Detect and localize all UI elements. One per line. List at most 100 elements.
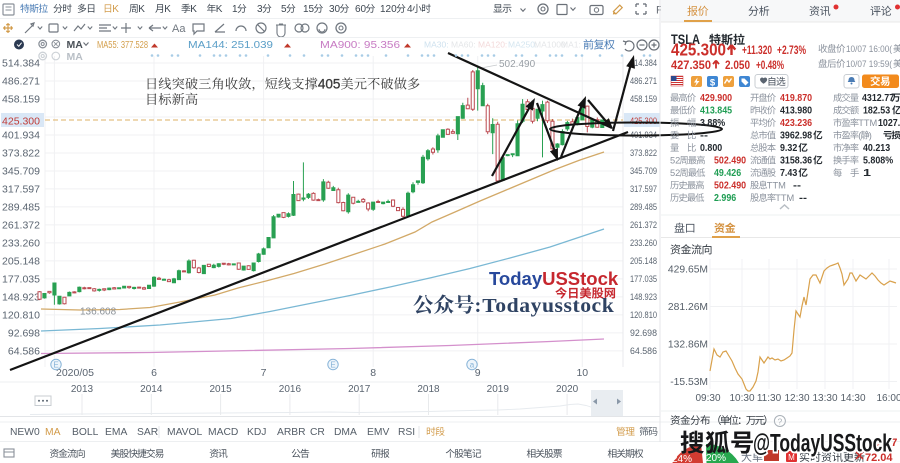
- svg-text:373.822: 373.822: [630, 148, 657, 158]
- svg-text:EMV: EMV: [367, 427, 389, 438]
- svg-text:7: 7: [261, 367, 267, 379]
- svg-text:K: K: [112, 4, 119, 15]
- svg-text:TTM: TTM: [858, 118, 877, 128]
- svg-text:413.845: 413.845: [700, 106, 732, 117]
- svg-text:120.810: 120.810: [630, 310, 657, 320]
- svg-text:Todayusstock: Todayusstock: [482, 295, 614, 317]
- svg-text:261.372: 261.372: [630, 220, 657, 230]
- svg-text:345.709: 345.709: [630, 166, 657, 176]
- svg-text:429.65M: 429.65M: [668, 265, 708, 276]
- svg-text:0.800: 0.800: [700, 143, 722, 154]
- svg-text:3: 3: [257, 4, 263, 15]
- svg-text:514.384: 514.384: [2, 58, 40, 70]
- svg-text:MA120:: MA120:: [478, 40, 507, 50]
- svg-text:2017: 2017: [348, 384, 371, 395]
- svg-text:345.709: 345.709: [2, 166, 40, 178]
- svg-text:7.43: 7.43: [780, 168, 798, 179]
- svg-text:MA1000:: MA1000:: [534, 40, 568, 50]
- svg-text:177.035: 177.035: [630, 274, 657, 284]
- svg-text:MA: MA: [67, 51, 84, 63]
- svg-text:373.822: 373.822: [2, 148, 40, 160]
- svg-text:MA: MA: [67, 39, 84, 51]
- svg-text:3158.36: 3158.36: [780, 156, 812, 167]
- svg-text:$: $: [710, 78, 716, 89]
- svg-text:24%: 24%: [672, 454, 692, 463]
- svg-text:K: K: [190, 4, 197, 15]
- svg-text:a: a: [470, 361, 475, 370]
- svg-text:120.810: 120.810: [2, 309, 40, 321]
- svg-text:2013: 2013: [71, 384, 94, 395]
- svg-text:K: K: [216, 4, 223, 15]
- svg-text:233.260: 233.260: [2, 237, 40, 249]
- svg-text:261.372: 261.372: [2, 219, 40, 231]
- svg-text:2.996: 2.996: [714, 193, 736, 204]
- svg-text:13:30: 13:30: [812, 393, 837, 404]
- svg-text:NEW0: NEW0: [10, 427, 40, 438]
- svg-text:MA: MA: [45, 427, 61, 438]
- svg-text:177.035: 177.035: [2, 273, 40, 285]
- svg-text:9.32: 9.32: [780, 143, 798, 154]
- svg-text:486.271: 486.271: [2, 76, 40, 88]
- svg-text:64.586: 64.586: [8, 345, 40, 357]
- svg-text:60: 60: [355, 4, 367, 15]
- svg-text:458.159: 458.159: [2, 94, 40, 106]
- svg-text:405: 405: [318, 77, 341, 92]
- svg-text:1: 1: [232, 4, 238, 15]
- svg-text:MA30:: MA30:: [424, 40, 449, 50]
- svg-text:317.597: 317.597: [2, 183, 40, 195]
- svg-text:458.159: 458.159: [630, 94, 657, 104]
- svg-text:120: 120: [380, 4, 397, 15]
- svg-text:2.050: 2.050: [725, 58, 750, 72]
- svg-text:MA1:: MA1:: [561, 40, 581, 50]
- svg-text:ARBR: ARBR: [277, 427, 306, 438]
- svg-text:3962.98: 3962.98: [780, 131, 812, 142]
- svg-text:MACD: MACD: [208, 427, 238, 438]
- svg-text:-15.53M: -15.53M: [670, 377, 708, 388]
- svg-text:10:30: 10:30: [729, 393, 754, 404]
- svg-text:TTM: TTM: [767, 181, 786, 191]
- svg-text:5: 5: [281, 4, 287, 15]
- svg-text:2016: 2016: [279, 384, 302, 395]
- svg-text:2015: 2015: [209, 384, 232, 395]
- svg-text:182.53: 182.53: [863, 106, 890, 117]
- svg-text:502.490: 502.490: [714, 181, 746, 192]
- svg-text:MA250:: MA250:: [508, 40, 537, 50]
- svg-text:09:30: 09:30: [695, 393, 720, 404]
- svg-text:5.808%: 5.808%: [863, 156, 893, 167]
- svg-text:EMA: EMA: [105, 427, 127, 438]
- svg-text:10/07 16:00(: 10/07 16:00(: [846, 44, 893, 55]
- svg-text:425.300: 425.300: [671, 40, 726, 60]
- svg-text:502.490: 502.490: [714, 156, 746, 167]
- svg-text:502.490: 502.490: [499, 59, 536, 70]
- svg-text:MA60:: MA60:: [451, 40, 476, 50]
- svg-text:--: --: [793, 181, 801, 192]
- svg-text:Today: Today: [489, 268, 543, 289]
- svg-text:2014: 2014: [140, 384, 163, 395]
- svg-text:2019: 2019: [487, 384, 510, 395]
- svg-text:BOLL: BOLL: [72, 427, 99, 438]
- svg-text:514.384: 514.384: [630, 58, 657, 68]
- svg-text:52: 52: [670, 156, 680, 166]
- svg-text:15: 15: [303, 4, 315, 15]
- svg-text:KDJ: KDJ: [247, 427, 266, 438]
- svg-text:--: --: [700, 131, 708, 142]
- svg-text:92.698: 92.698: [630, 328, 657, 338]
- svg-text:14:30: 14:30: [840, 393, 865, 404]
- svg-text:9: 9: [475, 367, 481, 379]
- svg-text:4312.77: 4312.77: [862, 93, 894, 104]
- svg-text:233.260: 233.260: [630, 238, 657, 248]
- svg-text:2018: 2018: [417, 384, 440, 395]
- svg-text:205.148: 205.148: [630, 256, 657, 266]
- svg-text:+11.320: +11.320: [742, 43, 772, 57]
- svg-text:132.86M: 132.86M: [668, 340, 708, 351]
- svg-text:425.300: 425.300: [2, 116, 40, 128]
- svg-text:425.300: 425.300: [630, 116, 657, 126]
- svg-text:12:30: 12:30: [784, 393, 809, 404]
- svg-text:419.870: 419.870: [780, 93, 812, 104]
- svg-text:8: 8: [370, 367, 376, 379]
- svg-text:MA55: 377.528: MA55: 377.528: [97, 40, 148, 51]
- svg-text:TSLA: TSLA: [671, 32, 700, 47]
- svg-text:40.213: 40.213: [863, 143, 890, 154]
- svg-text:49.426: 49.426: [714, 168, 741, 179]
- svg-text:10/07 19:59(: 10/07 19:59(: [846, 59, 893, 70]
